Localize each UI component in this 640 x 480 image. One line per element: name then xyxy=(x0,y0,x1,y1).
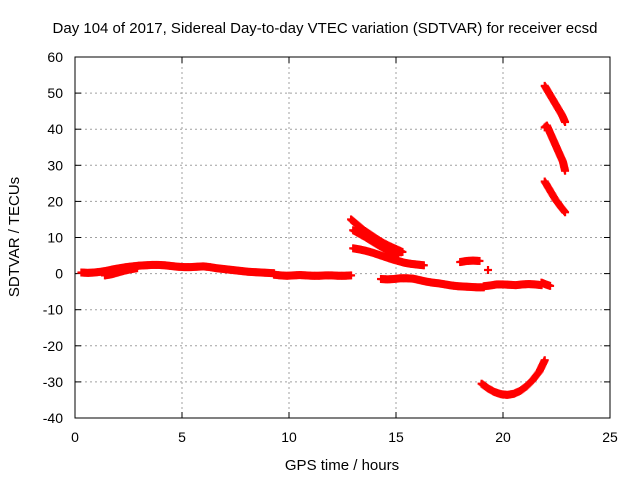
y-tick-label: 0 xyxy=(55,266,63,282)
y-tick-label: -30 xyxy=(43,374,63,390)
y-tick-label: 30 xyxy=(47,157,63,173)
data-point xyxy=(561,208,570,217)
data-point xyxy=(484,265,493,274)
x-tick-label: 20 xyxy=(495,429,511,445)
data-point xyxy=(561,117,570,126)
y-tick-label: 50 xyxy=(47,85,63,101)
data-point xyxy=(561,166,570,175)
y-tick-label: -40 xyxy=(43,410,63,426)
y-tick-label: 10 xyxy=(47,230,63,246)
y-tick-label: 20 xyxy=(47,193,63,209)
y-tick-labels: 60 50 40 30 20 10 0 -10 -20 -30 -40 xyxy=(43,49,63,426)
data-point xyxy=(419,261,428,270)
x-tick-labels: 0 5 10 15 20 25 xyxy=(71,429,618,445)
grid-lines xyxy=(75,57,610,418)
x-axis-label: GPS time / hours xyxy=(285,457,399,474)
y-tick-label: -10 xyxy=(43,302,63,318)
data-point xyxy=(398,247,407,256)
x-tick-label: 0 xyxy=(71,429,79,445)
data-point xyxy=(133,264,142,273)
x-tick-label: 10 xyxy=(281,429,297,445)
data-point xyxy=(540,356,549,365)
y-tick-label: -20 xyxy=(43,338,63,354)
data-point xyxy=(475,256,484,265)
data-points xyxy=(77,81,570,399)
x-tick-label: 25 xyxy=(602,429,618,445)
x-tick-label: 15 xyxy=(388,429,404,445)
y-tick-label: 40 xyxy=(47,121,63,137)
data-point xyxy=(546,281,555,290)
x-tick-label: 5 xyxy=(178,429,186,445)
y-tick-label: 60 xyxy=(47,49,63,65)
y-axis-label: SDTVAR / TECUs xyxy=(6,177,23,297)
chart-title: Day 104 of 2017, Sidereal Day-to-day VTE… xyxy=(53,20,598,37)
data-point xyxy=(347,271,356,280)
axis-ticks xyxy=(74,56,611,419)
